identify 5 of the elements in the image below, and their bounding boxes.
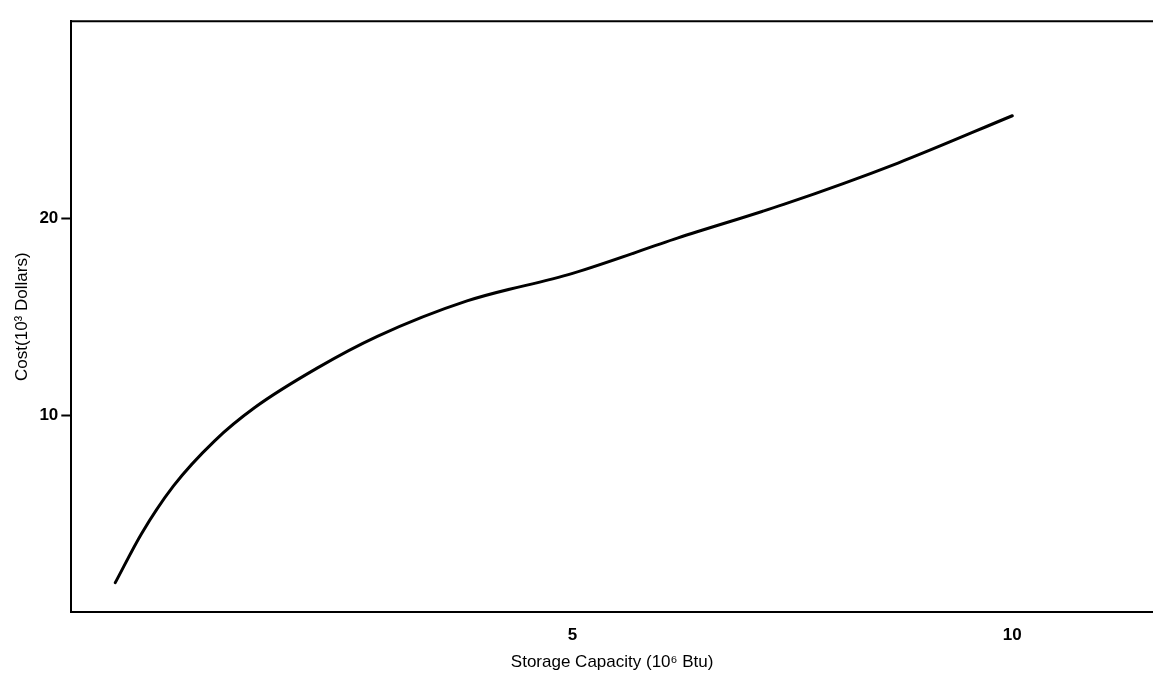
x-tick-label: 5	[567, 625, 578, 645]
x-axis-title: Storage Capacity (10⁶ Btu)	[510, 652, 714, 672]
y-axis-title: Cost(10³ Dollars)	[11, 252, 31, 381]
line-series	[113, 114, 1014, 585]
y-tick-label: 20	[39, 207, 59, 227]
